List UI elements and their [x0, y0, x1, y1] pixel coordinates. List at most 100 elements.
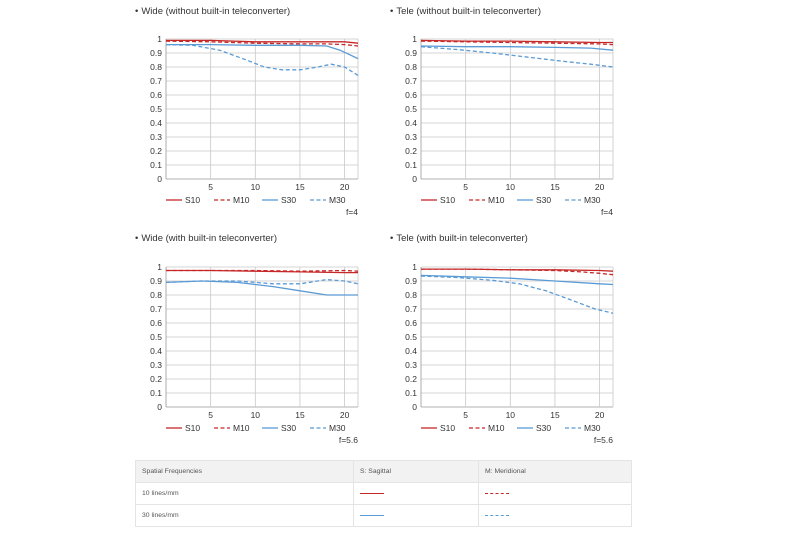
legend-label-s10: S10 [185, 423, 200, 433]
solid-line-blue-swatch [360, 514, 384, 516]
y-tick-label: 0.3 [405, 132, 417, 142]
legend-label-s30: S30 [281, 195, 296, 205]
y-tick-label: 0.9 [150, 276, 162, 286]
series-line-s30 [166, 43, 359, 60]
series-line-m30 [420, 46, 614, 68]
swatch-m10 [478, 482, 632, 505]
legend-label-m30: M30 [584, 195, 601, 205]
legend-label-s10: S10 [440, 195, 455, 205]
y-tick-label: 0.2 [150, 374, 162, 384]
y-tick-label: 0.7 [150, 304, 162, 314]
header-meridional: M: Meridional [478, 460, 632, 483]
y-tick-label: 0 [157, 402, 162, 412]
series-line-m10 [421, 268, 614, 276]
x-tick-label: 5 [208, 410, 213, 420]
y-tick-label: 0.2 [150, 146, 162, 156]
swatch-m30 [478, 504, 632, 527]
y-tick-label: 0.4 [405, 346, 417, 356]
series-line-m30 [165, 278, 359, 285]
y-tick-label: 0.5 [150, 332, 162, 342]
y-tick-label: 1 [157, 34, 162, 44]
x-tick-label: 10 [251, 182, 261, 192]
legend-label-s10: S10 [440, 423, 455, 433]
x-tick-label: 15 [550, 410, 560, 420]
y-tick-label: 0.1 [150, 388, 162, 398]
y-tick-label: 0.1 [405, 160, 417, 170]
dashed-line-red-swatch [485, 492, 509, 494]
x-tick-label: 10 [506, 182, 516, 192]
legend-label-m10: M10 [488, 423, 505, 433]
y-tick-label: 0.6 [405, 90, 417, 100]
legend-table: Spatial Frequencies S: Sagittal M: Merid… [135, 460, 632, 527]
table-row: 30 lines/mm [135, 504, 632, 527]
series-line-s10 [166, 269, 358, 274]
series-line-s10 [420, 39, 613, 44]
chart-title-wide-tc: • Wide (with built-in teleconverter) [135, 233, 278, 244]
legend-label-m30: M30 [584, 423, 601, 433]
y-tick-label: 0.3 [150, 132, 162, 142]
y-tick-label: 0.7 [405, 76, 417, 86]
x-tick-label: 15 [550, 182, 560, 192]
dashed-line-blue-swatch [485, 514, 509, 516]
series-line-m10 [165, 40, 359, 47]
y-tick-label: 1 [412, 262, 417, 272]
x-tick-label: 20 [340, 182, 350, 192]
aperture-label: f=5.6 [594, 435, 613, 445]
y-tick-label: 0 [412, 402, 417, 412]
x-tick-label: 5 [208, 182, 213, 192]
legend-label-m10: M10 [233, 423, 250, 433]
y-tick-label: 0.6 [405, 318, 417, 328]
legend-label-m10: M10 [488, 195, 505, 205]
series-line-s30 [420, 45, 614, 51]
x-tick-label: 15 [295, 410, 305, 420]
x-tick-label: 20 [595, 182, 605, 192]
aperture-label: f=4 [601, 207, 613, 217]
y-tick-label: 0.9 [150, 48, 162, 58]
y-tick-label: 0.7 [150, 76, 162, 86]
y-tick-label: 0.1 [405, 388, 417, 398]
y-tick-label: 0.6 [150, 90, 162, 100]
y-tick-label: 0 [412, 174, 417, 184]
x-tick-label: 10 [251, 410, 261, 420]
y-tick-label: 0.9 [405, 48, 417, 58]
x-tick-label: 20 [340, 410, 350, 420]
y-tick-label: 0.9 [405, 276, 417, 286]
y-tick-label: 0.3 [150, 360, 162, 370]
chart-title-wide-no-tc: • Wide (without built-in teleconverter) [135, 6, 291, 17]
legend-label-s30: S30 [536, 195, 551, 205]
y-tick-label: 0.5 [150, 104, 162, 114]
header-spatial-frequencies: Spatial Frequencies [135, 460, 354, 483]
legend-label-s30: S30 [281, 423, 296, 433]
legend-label-m30: M30 [329, 423, 346, 433]
header-sagittal: S: Sagittal [353, 460, 479, 483]
solid-line-red-swatch [360, 492, 384, 494]
series-line-m30 [165, 43, 359, 76]
series-line-s30 [420, 274, 614, 286]
x-tick-label: 15 [295, 182, 305, 192]
table-row: 10 lines/mm [135, 482, 632, 505]
x-tick-label: 10 [506, 410, 516, 420]
y-tick-label: 1 [412, 34, 417, 44]
y-tick-label: 0.1 [150, 160, 162, 170]
swatch-s10 [353, 482, 479, 505]
legend-label-m30: M30 [329, 195, 346, 205]
y-tick-label: 0.4 [405, 118, 417, 128]
y-tick-label: 0.8 [405, 290, 417, 300]
y-tick-label: 0.4 [150, 346, 162, 356]
legend-table-header: Spatial Frequencies S: Sagittal M: Merid… [135, 460, 632, 483]
y-tick-label: 0.7 [405, 304, 417, 314]
y-tick-label: 1 [157, 262, 162, 272]
y-tick-label: 0.8 [405, 62, 417, 72]
legend-label-m10: M10 [233, 195, 250, 205]
y-tick-label: 0.2 [405, 374, 417, 384]
aperture-label: f=5.6 [339, 435, 358, 445]
legend-label-s30: S30 [536, 423, 551, 433]
y-tick-label: 0.8 [150, 62, 162, 72]
series-line-m30 [420, 275, 614, 314]
x-tick-label: 5 [463, 182, 468, 192]
y-tick-label: 0.6 [150, 318, 162, 328]
series-line-m10 [420, 40, 614, 46]
series-line-s30 [165, 280, 358, 296]
row-label-30: 30 lines/mm [135, 504, 354, 527]
